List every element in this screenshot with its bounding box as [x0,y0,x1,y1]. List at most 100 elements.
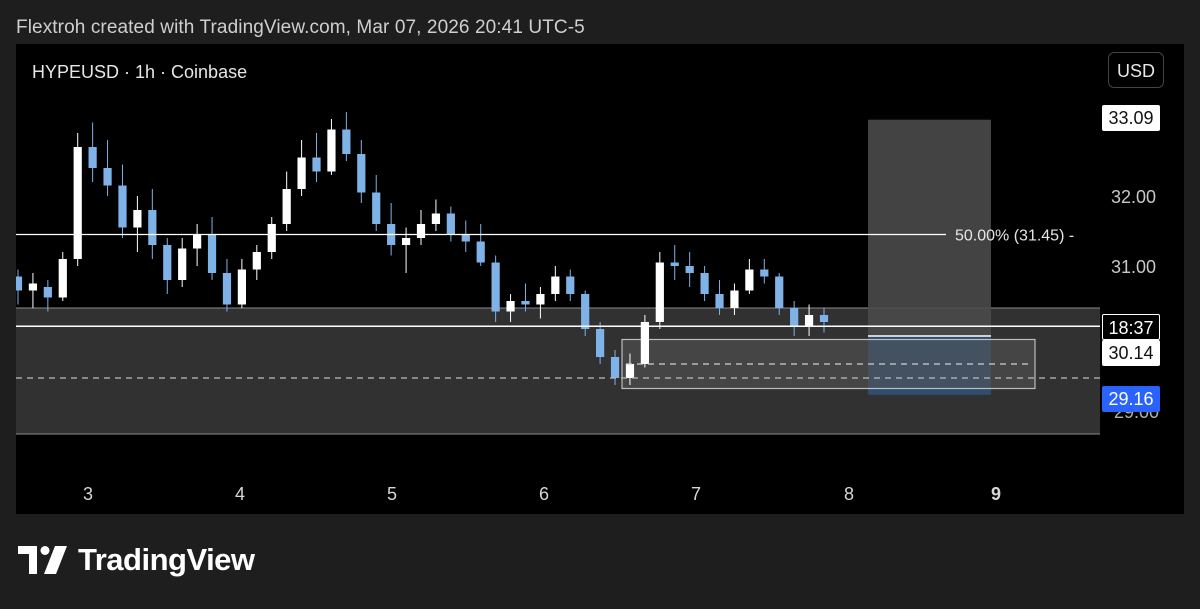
candle [103,140,112,196]
candle-body [431,213,441,224]
candlestick-chart[interactable]: 50.00% (31.45) - 32.00 31.00 3 4 5 6 7 8 9 [16,44,1184,514]
candle-body [760,269,769,277]
candle [446,206,455,242]
candle-body [28,283,38,291]
candle [476,224,485,266]
price-tag-current: 29.16 [1102,386,1160,412]
candle [222,259,232,312]
labels-layer: 50.00% (31.45) - 32.00 31.00 3 4 5 6 7 8 9 [83,187,1156,504]
candle-body [237,269,246,305]
x-tick-label: 6 [539,484,549,504]
candle [28,273,38,308]
x-tick-label: 4 [235,484,245,504]
candle-body [521,301,530,305]
candle-body [536,294,545,305]
candle [43,280,52,312]
currency-button[interactable]: USD [1108,52,1164,88]
candle [819,308,829,333]
position-target-zone [868,119,991,336]
candle [715,280,724,315]
candle [670,245,679,280]
candle [551,266,560,301]
candle [237,259,246,308]
candle-body [178,248,187,280]
candle-body [267,224,276,252]
candle-body [551,276,560,294]
candle-body [715,294,724,308]
candle [297,140,306,196]
candle-body [103,168,112,186]
chart-panel[interactable]: 50.00% (31.45) - 32.00 31.00 3 4 5 6 7 8 9 HYPEUS… [16,44,1184,514]
candle [416,210,426,245]
candle-body [685,266,694,273]
candle [640,315,649,368]
candle [357,140,366,203]
x-tick-label: 7 [691,484,701,504]
candle [312,133,321,182]
y-tick-label: 32.00 [1111,187,1156,207]
candle-body [207,234,217,273]
candle [461,220,470,252]
candle-body [700,273,709,294]
candle-body [610,357,620,378]
candle [521,283,530,312]
candle-body [461,234,470,242]
candle [118,164,127,238]
candle-body [73,147,82,259]
candle-body [819,315,829,322]
candle-body [163,245,172,280]
candle [760,259,769,284]
candle [327,119,336,175]
candle-body [342,129,351,154]
candle-body [58,259,67,298]
price-tag-countdown: 18:37 [1102,314,1160,340]
fib-50-label: 50.00% (31.45) - [955,228,1074,245]
candle [282,171,291,231]
candle [387,203,396,256]
candle-body [581,294,590,329]
candle-body [372,192,381,224]
candle-body [16,276,23,291]
candle [88,122,97,182]
candle [372,175,381,231]
symbol-title[interactable]: HYPEUSD · 1h · Coinbase [32,62,248,82]
x-tick-label: 8 [844,484,854,504]
candle-body [193,234,202,249]
candle-body [640,322,649,364]
candle-body [670,262,679,266]
candle [252,245,261,280]
tradingview-logo-text: TradingView [78,542,255,577]
candle [342,112,351,161]
candle [566,269,575,301]
candle [193,224,202,266]
candle [73,133,82,266]
candle-body [730,290,739,308]
candle [685,252,694,287]
candle [178,238,187,287]
candle [775,273,784,315]
candle-body [252,252,261,270]
candle-body [327,129,336,172]
x-tick-label: 5 [387,484,397,504]
candle-body [625,364,635,378]
candle [625,353,635,385]
candle [58,252,67,301]
candle [804,304,814,336]
tradingview-logo-icon [18,546,67,574]
candle [536,287,545,319]
candle-body [148,210,157,245]
candle-body [476,241,485,263]
candle-body [745,269,754,291]
candle [16,269,23,305]
candle-body [282,189,291,224]
x-tick-label: 9 [991,484,1001,504]
candle-body [566,276,575,294]
candle [267,217,276,259]
candle [163,238,172,294]
candle-body [297,157,306,189]
lines-layer [16,233,1100,379]
x-tick-label: 3 [83,484,93,504]
candle [596,322,605,364]
candle-body [790,308,799,326]
candle [700,266,709,301]
